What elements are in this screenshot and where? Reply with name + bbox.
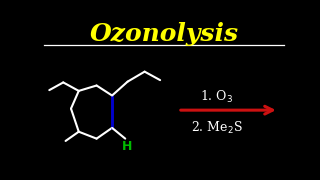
Text: 2. Me$_2$S: 2. Me$_2$S [191,120,243,136]
Text: 1. O$_3$: 1. O$_3$ [200,89,233,105]
Text: H: H [122,140,132,153]
Text: Ozonolysis: Ozonolysis [89,22,239,46]
